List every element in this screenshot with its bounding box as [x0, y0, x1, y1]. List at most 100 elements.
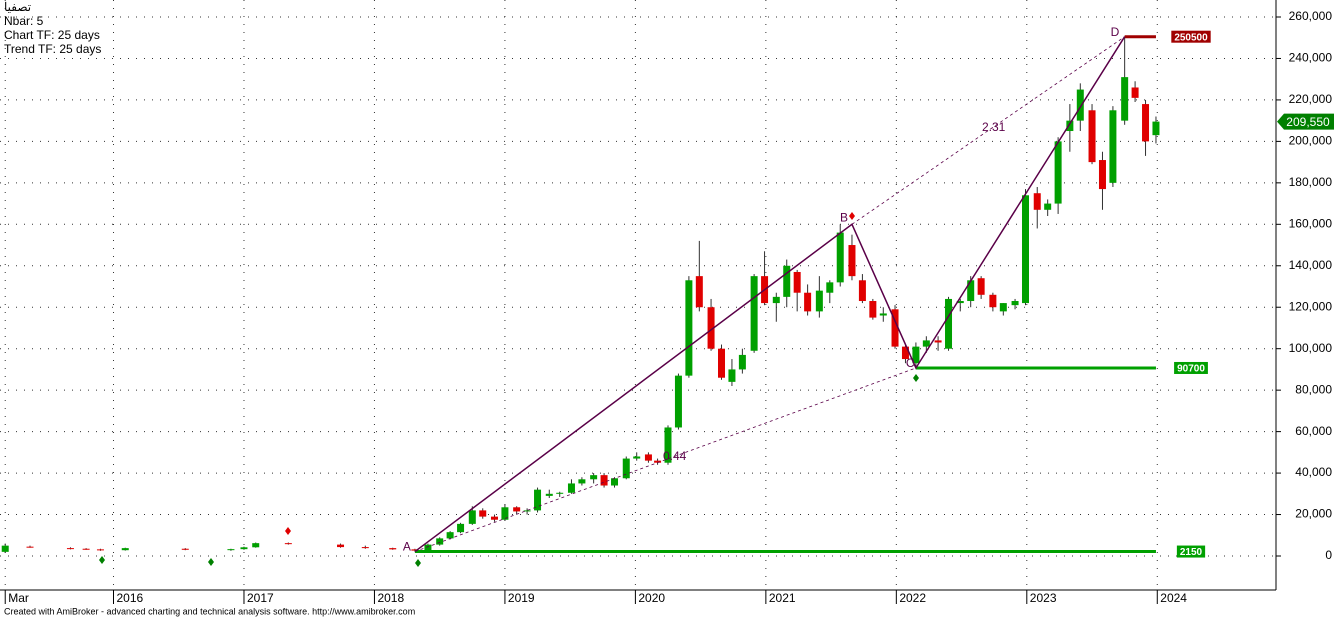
- candle-body: [826, 282, 834, 293]
- candle-body: [513, 507, 521, 512]
- trend-dashed-line: [414, 367, 917, 552]
- candle-body: [1142, 104, 1150, 142]
- candle-body: [523, 510, 531, 512]
- candle-body: [501, 507, 509, 520]
- pivot-marker: [208, 558, 214, 566]
- candle-body: [772, 296, 780, 304]
- info-line: Trend TF: 25 days: [4, 42, 101, 56]
- candle-body: [490, 516, 498, 520]
- symbol-title: تصفيا: [4, 0, 31, 14]
- candle-body: [252, 543, 260, 548]
- candle-body: [411, 549, 419, 551]
- candle-body: [912, 346, 920, 364]
- pivot-label: B: [840, 210, 848, 224]
- candle-body: [567, 483, 575, 493]
- x-tick-label: 2018: [377, 591, 404, 605]
- y-tick-label: 140,000: [1289, 258, 1333, 272]
- x-tick-label: Mar: [8, 591, 29, 605]
- candle-body: [1098, 160, 1106, 190]
- level-label-box: [1176, 545, 1206, 558]
- pivot-label: D: [1111, 25, 1120, 39]
- candle-body: [1033, 193, 1041, 210]
- candle-body: [891, 309, 899, 347]
- candle-body: [1, 545, 9, 552]
- info-line: Nbar: 5: [4, 14, 44, 28]
- candle-body: [66, 548, 74, 550]
- candle-body: [1021, 195, 1029, 304]
- candle-body: [999, 303, 1007, 312]
- x-tick-label: 2024: [1160, 591, 1187, 605]
- candle-body: [848, 245, 856, 277]
- y-tick-label: 100,000: [1289, 341, 1333, 355]
- candle-body: [436, 538, 444, 545]
- candle-body: [728, 369, 736, 382]
- candle-body: [1109, 110, 1117, 183]
- candle-body: [934, 340, 942, 343]
- level-label-box: [1171, 30, 1211, 43]
- y-tick-label: 240,000: [1289, 51, 1333, 65]
- y-tick-label: 80,000: [1295, 382, 1332, 396]
- candle-body: [611, 478, 619, 486]
- candle-body: [977, 278, 985, 295]
- candle-body: [446, 532, 454, 539]
- candle-body: [654, 460, 662, 463]
- ratio-label: 0.44: [663, 449, 687, 463]
- candle-body: [836, 232, 844, 283]
- candle-body: [622, 458, 630, 479]
- level-label: 250500: [1174, 32, 1208, 43]
- candle-body: [424, 544, 432, 551]
- candle-body: [26, 546, 34, 548]
- candle-body: [945, 298, 953, 349]
- info-line: Chart TF: 25 days: [4, 28, 100, 42]
- candle-body: [738, 354, 746, 370]
- y-tick-label: 260,000: [1289, 9, 1333, 23]
- plot: [1, 35, 1160, 554]
- candle-body: [337, 544, 345, 548]
- candle-body: [633, 456, 641, 459]
- candle-body: [1131, 87, 1139, 98]
- footer: Created with AmiBroker - advanced charti…: [4, 606, 415, 616]
- x-tick-label: 2020: [638, 591, 665, 605]
- candle-body: [534, 489, 542, 511]
- last-price-label: 209,550: [1286, 115, 1330, 129]
- candle-body: [869, 301, 877, 318]
- x-tick-label: 2017: [247, 591, 274, 605]
- candle-body: [1121, 77, 1129, 121]
- ratio-label: 2.31: [982, 120, 1006, 134]
- pivot-label: C: [906, 356, 915, 370]
- x-tick-label: 2019: [508, 591, 535, 605]
- candle-body: [793, 271, 801, 293]
- candle-body: [815, 290, 823, 312]
- trend-dashed-line: [851, 36, 1125, 225]
- candle-body: [718, 348, 726, 378]
- candle-body: [284, 543, 292, 545]
- candle-body: [685, 280, 693, 376]
- candle-body: [578, 479, 586, 484]
- candle-body: [967, 280, 975, 302]
- level-label: 90700: [1177, 364, 1205, 375]
- candle-body: [1011, 301, 1019, 306]
- candle-body: [545, 493, 553, 496]
- level-label: 2150: [1180, 547, 1203, 558]
- y-tick-label: 20,000: [1295, 507, 1332, 521]
- candle-body: [361, 547, 369, 549]
- pivot-marker: [99, 556, 105, 564]
- candle-body: [783, 265, 791, 297]
- candle-body: [389, 548, 397, 550]
- level-label-box: [1174, 361, 1208, 374]
- x-tick-label: 2022: [899, 591, 926, 605]
- candle-body: [664, 427, 672, 463]
- candle-body: [600, 475, 608, 486]
- candle-body: [1066, 120, 1074, 132]
- y-tick-label: 180,000: [1289, 175, 1333, 189]
- candle-body: [989, 294, 997, 308]
- candle-body: [96, 549, 104, 551]
- candle-body: [556, 492, 564, 494]
- last-price-box: [1277, 113, 1334, 130]
- candle-body: [804, 292, 812, 312]
- candle-body: [590, 475, 598, 480]
- y-tick-label: 120,000: [1289, 299, 1333, 313]
- candle-body: [457, 523, 465, 533]
